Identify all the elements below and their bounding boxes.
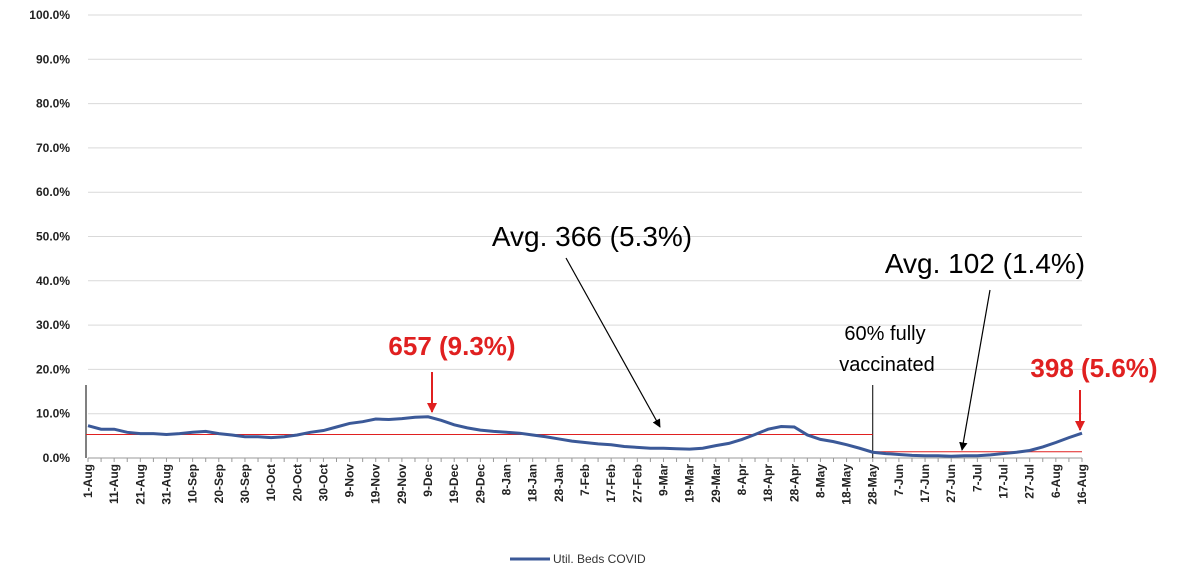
x-tick-label: 18-Apr [761,464,775,502]
x-tick-label: 10-Oct [264,464,278,501]
x-tick-label: 29-Mar [709,464,723,503]
x-tick-label: 27-Jun [944,464,958,503]
x-tick-label: 17-Jul [997,464,1011,499]
x-tick-label: 16-Aug [1075,464,1089,505]
x-tick-label: 30-Oct [316,464,330,501]
x-tick-label: 8-Apr [735,464,749,496]
x-tick-label: 9-Nov [343,464,357,498]
arrow [959,289,991,451]
x-tick-label: 11-Aug [107,464,121,504]
x-tick-label: 18-May [840,464,854,505]
annotation: 398 (5.6%) [1030,353,1157,383]
x-tick-label: 28-May [866,464,880,505]
x-tick-label: 17-Feb [604,464,618,503]
annotation: Avg. 366 (5.3%) [492,221,692,252]
x-tick-label: 19-Nov [369,464,383,504]
x-tick-label: 6-Aug [1049,464,1063,498]
x-tick-label: 27-Jul [1023,464,1037,499]
y-tick-label: 30.0% [36,318,70,332]
annotation: vaccinated [839,354,935,376]
y-tick-label: 0.0% [43,451,71,465]
y-tick-label: 40.0% [36,274,70,288]
y-tick-label: 80.0% [36,97,70,111]
y-tick-label: 70.0% [36,141,70,155]
series-line [87,415,1083,458]
x-tick-label: 8-May [813,464,827,498]
x-tick-label: 17-Jun [918,464,932,503]
x-tick-label: 19-Dec [447,464,461,504]
arrow [565,257,661,428]
x-tick-label: 29-Dec [473,464,487,504]
y-tick-label: 60.0% [36,185,70,199]
x-tick-label: 7-Jun [892,464,906,496]
x-tick-label: 10-Sep [186,464,200,503]
y-tick-label: 90.0% [36,52,70,66]
x-tick-label: 31-Aug [159,464,173,505]
x-tick-label: 29-Nov [395,464,409,504]
y-tick-label: 100.0% [29,8,70,22]
x-tick-label: 28-Jan [552,464,566,502]
x-tick-label: 8-Jan [500,464,514,495]
x-tick-label: 9-Dec [421,464,435,497]
x-tick-label: 7-Jul [970,464,984,492]
legend-label: Util. Beds COVID [553,552,646,566]
x-tick-label: 7-Feb [578,464,592,496]
y-tick-label: 20.0% [36,362,70,376]
x-tick-label: 30-Sep [238,464,252,503]
x-tick-label: 20-Sep [212,464,226,503]
x-tick-label: 1-Aug [81,464,95,498]
y-tick-label: 10.0% [36,407,70,421]
x-tick-label: 27-Feb [630,464,644,503]
x-tick-label: 9-Mar [656,464,670,496]
x-tick-label: 28-Apr [787,464,801,502]
x-tick-label: 21-Aug [133,464,147,505]
annotation: 60% fully [844,323,925,345]
x-tick-label: 20-Oct [290,464,304,501]
annotation: 657 (9.3%) [388,331,515,361]
y-tick-label: 50.0% [36,230,70,244]
x-tick-label: 19-Mar [683,464,697,503]
annotation: Avg. 102 (1.4%) [885,248,1085,279]
x-tick-label: 18-Jan [526,464,540,502]
